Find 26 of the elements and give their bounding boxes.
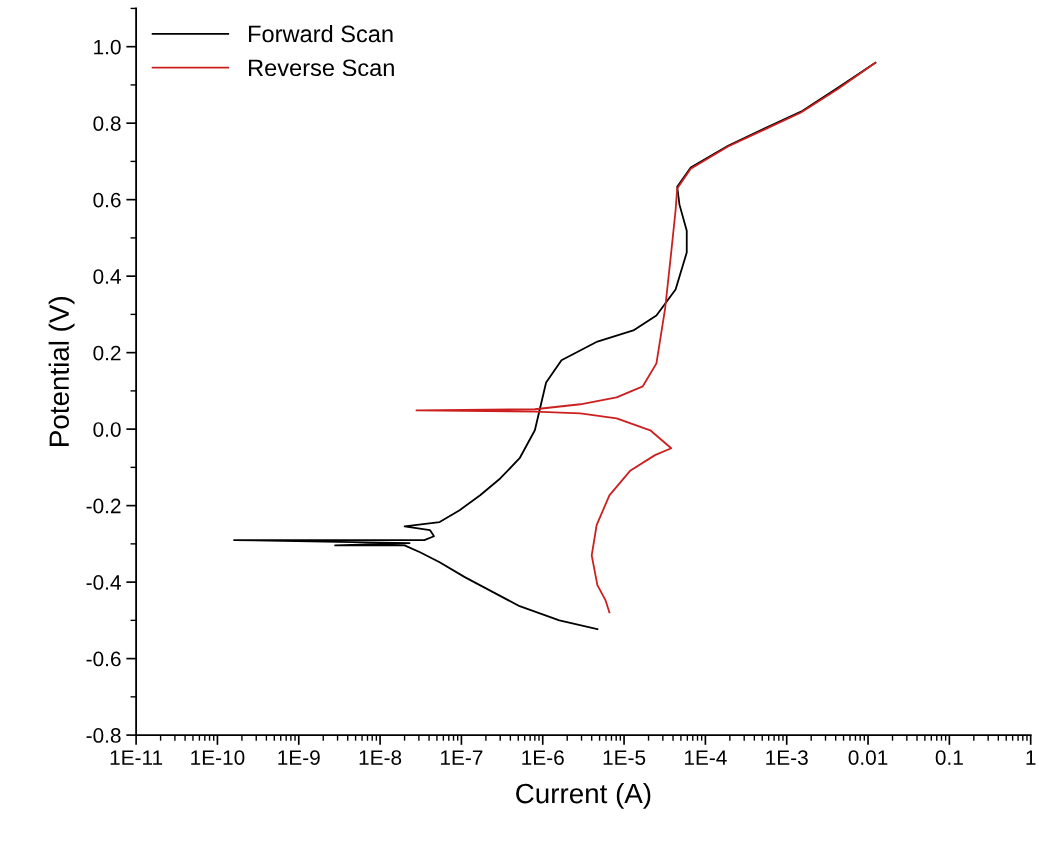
x-tick-label: 1E-7 <box>441 750 483 765</box>
y-tick-label: 0.0 <box>93 422 121 437</box>
y-tick-label: 0.8 <box>93 116 121 131</box>
x-tick-label: 1E-6 <box>522 750 564 765</box>
x-tick-label: 0.01 <box>848 750 888 765</box>
y-axis-title: Potential (V) <box>48 297 75 446</box>
x-tick-label: 1E-5 <box>603 750 646 765</box>
x-tick-label: 1E-11 <box>110 750 163 765</box>
y-tick-label: 0.6 <box>93 192 121 208</box>
x-tick-label: 1E-8 <box>359 750 402 765</box>
legend-label: Reverse Scan <box>249 59 394 77</box>
x-tick-label: 1E-9 <box>278 750 320 765</box>
y-tick-label: -0.4 <box>86 575 121 590</box>
y-tick-label: 0.2 <box>93 345 121 361</box>
x-tick-label: 1E-10 <box>191 750 245 765</box>
legend-label: Forward Scan <box>249 24 393 43</box>
x-axis-title: Current (A) <box>516 782 651 809</box>
x-tick-label: 1E-3 <box>766 750 808 765</box>
x-tick-label: 1 <box>1026 750 1036 765</box>
y-tick-label: -0.6 <box>86 651 121 667</box>
y-tick-label: -0.8 <box>86 728 121 743</box>
y-tick-label: -0.2 <box>86 498 121 514</box>
x-tick-label: 1E-4 <box>684 750 727 765</box>
x-tick-label: 0.1 <box>935 750 963 765</box>
y-tick-label: 0.4 <box>93 269 121 284</box>
y-tick-label: 1.0 <box>94 39 121 55</box>
